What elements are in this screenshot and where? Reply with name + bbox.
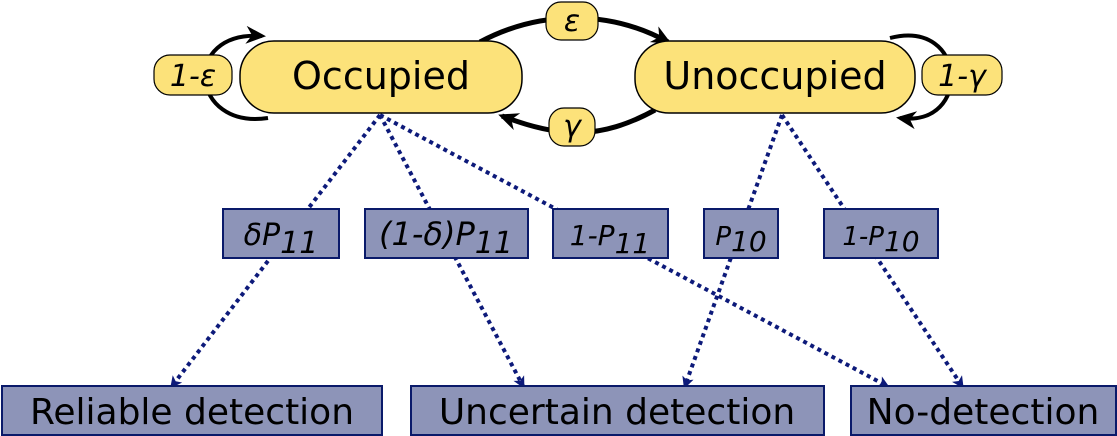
prob-p10-sub: 10 [731,225,767,258]
svg-text:1-P10: 1-P10 [842,222,919,258]
prob-delta-p11-sub: 11 [280,226,318,261]
state-unoccupied: Unoccupied [634,40,916,114]
prob-one-minus-p10: 1-P10 [823,208,939,259]
prob-p10: P10 [703,208,779,259]
epsilon-text: ε [564,4,580,39]
svg-text:1-P11: 1-P11 [570,219,650,260]
state-unoccupied-label: Unoccupied [663,54,886,98]
prob-one-minus-p11-main: 1-P [570,219,615,252]
prob-p10-main: P [715,222,731,252]
outcome-no-detection-text: No-detection [867,392,1100,433]
label-epsilon: ε [545,1,599,41]
svg-text:(1-δ)P11: (1-δ)P11 [379,215,513,261]
occupied-self-text: 1-ε [170,59,216,94]
gamma-text: γ [563,109,583,144]
prob-one-minus-delta-p11-sub: 11 [475,226,513,261]
state-occupied: Occupied [239,40,523,114]
prob-delta-p11-main: δP [244,218,281,253]
prob-one-minus-p10-sub: 10 [884,225,920,258]
prob-one-minus-p11-sub: 11 [615,227,651,260]
prob-delta-p11: δP11 [222,208,340,261]
prob-one-minus-p11: 1-P11 [552,208,669,260]
unoccupied-self-text: 1-γ [938,59,988,94]
outcome-reliable-detection: Reliable detection [1,385,383,436]
prob-one-minus-delta-p11: (1-δ)P11 [364,208,529,261]
prob-one-minus-p10-main: 1-P [842,222,884,252]
svg-text:P10: P10 [715,222,766,258]
svg-text:δP11: δP11 [244,218,319,261]
label-unoccupied-self: 1-γ [921,54,1003,96]
outcome-uncertain-detection: Uncertain detection [410,385,825,436]
prob-one-minus-delta-p11-main: (1-δ)P [379,215,475,253]
outcome-uncertain-text: Uncertain detection [439,392,795,433]
label-gamma: γ [548,107,596,147]
state-occupied-label: Occupied [292,54,470,98]
label-occupied-self: 1-ε [153,54,233,96]
outcome-no-detection: No-detection [850,385,1117,436]
outcome-reliable-text: Reliable detection [30,392,354,433]
